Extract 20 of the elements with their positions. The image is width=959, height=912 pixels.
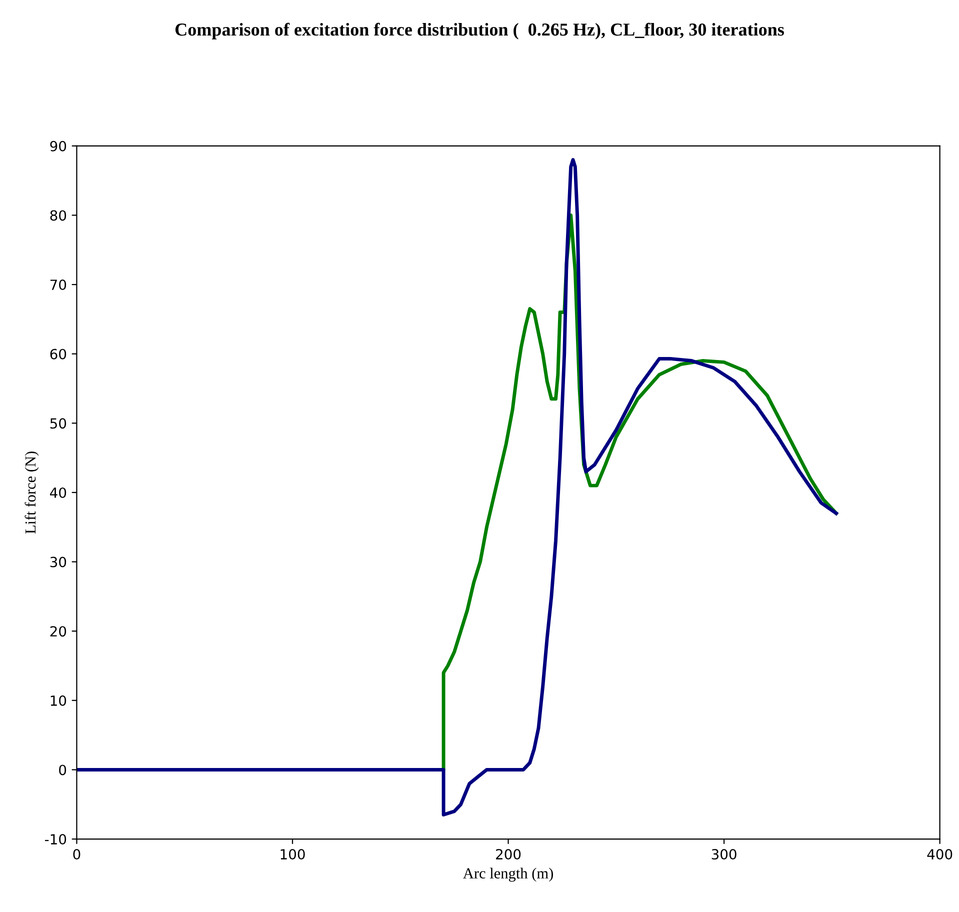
line-series: [76, 158, 838, 817]
y-tick-label: 90: [50, 140, 66, 152]
x-tick-label: 0: [73, 849, 80, 860]
x-tick-label: 300: [712, 849, 736, 860]
x-tick-label: 200: [496, 849, 521, 860]
y-tick-label: -10: [44, 834, 66, 845]
y-tick-label: 30: [50, 556, 66, 568]
y-tick-label: 20: [50, 626, 66, 637]
x-tick-label: 400: [927, 849, 952, 860]
y-tick-label: 60: [50, 348, 66, 360]
y-tick-label: 50: [50, 418, 66, 429]
y-tick-label: 80: [50, 210, 66, 221]
y-tick-label: 10: [50, 695, 66, 706]
x-tick-label: 100: [280, 849, 305, 860]
x-axis-title: Arc length (m): [463, 868, 553, 882]
y-tick-label: 70: [50, 280, 66, 290]
y-tick-label: 0: [59, 764, 66, 776]
y-axis-title: Lift force (N): [24, 452, 39, 534]
chart-title: Comparison of excitation force distribution ( 0.265 Hz), CL_floor, 30 iterations: [175, 22, 784, 40]
y-tick-label: 40: [50, 487, 66, 498]
